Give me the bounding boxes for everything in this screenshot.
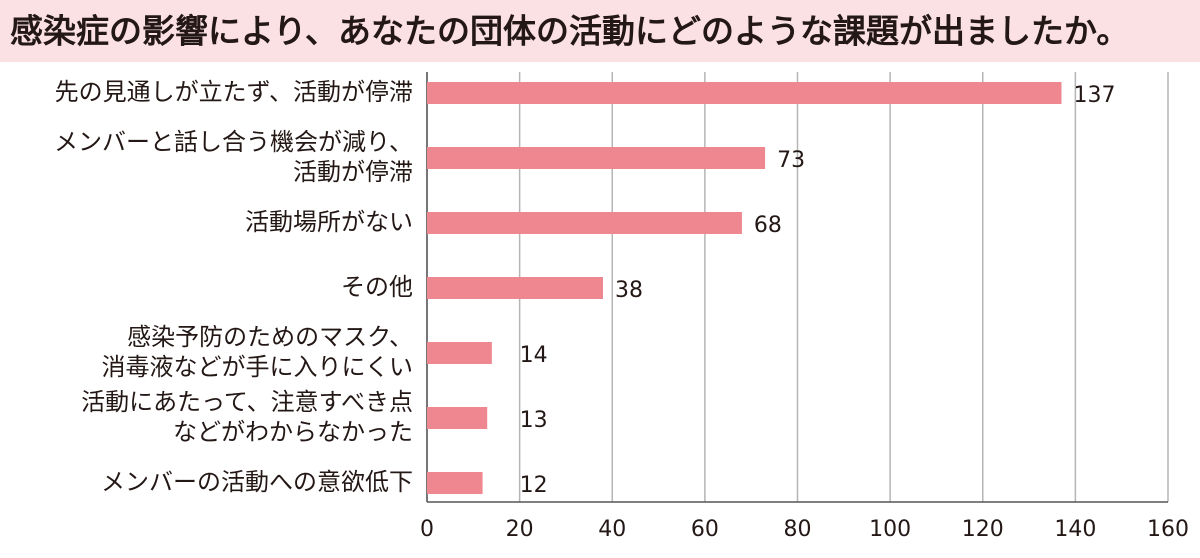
bar: [427, 147, 766, 169]
value-label: 137: [1073, 83, 1115, 108]
value-label: 13: [520, 408, 548, 433]
x-tick-label: 80: [784, 517, 812, 542]
y-tick-label: 消毒液などが手に入りにくい: [101, 353, 413, 381]
x-tick-label: 60: [691, 517, 719, 542]
chart-title: 感染症の影響により、あなたの団体の活動にどのような課題が出ましたか。: [10, 12, 1129, 51]
y-tick-label: 活動が停滞: [293, 158, 413, 186]
bar: [427, 342, 492, 364]
bar: [427, 407, 488, 429]
value-label: 68: [754, 213, 782, 238]
x-tick-label: 140: [1054, 517, 1096, 542]
x-tick-label: 40: [598, 517, 626, 542]
x-tick-label: 120: [962, 517, 1004, 542]
value-label: 14: [520, 343, 548, 368]
value-label: 73: [777, 148, 805, 173]
y-tick-label: 先の見通しが立たず、活動が停滞: [55, 78, 413, 106]
y-tick-label: 活動場所がない: [245, 208, 413, 236]
value-label: 38: [615, 278, 643, 303]
y-tick-label: 感染予防のためのマスク、: [127, 323, 413, 351]
x-tick-label: 160: [1147, 517, 1189, 542]
y-tick-label: 活動にあたって、注意すべき点: [81, 388, 413, 416]
bar: [427, 277, 603, 299]
x-tick-label: 20: [506, 517, 534, 542]
bar: [427, 472, 483, 494]
x-tick-label: 0: [420, 517, 434, 542]
title-banner: [0, 0, 1200, 62]
y-tick-label: メンバーの活動への意欲低下: [101, 468, 413, 496]
bar: [427, 82, 1062, 104]
x-tick-label: 100: [869, 517, 911, 542]
y-tick-label: メンバーと話し合う機会が減り、: [54, 128, 413, 156]
y-tick-label: などがわからなかった: [173, 418, 413, 446]
y-tick-label: その他: [341, 273, 413, 301]
bar: [427, 212, 742, 234]
value-label: 12: [520, 473, 548, 498]
